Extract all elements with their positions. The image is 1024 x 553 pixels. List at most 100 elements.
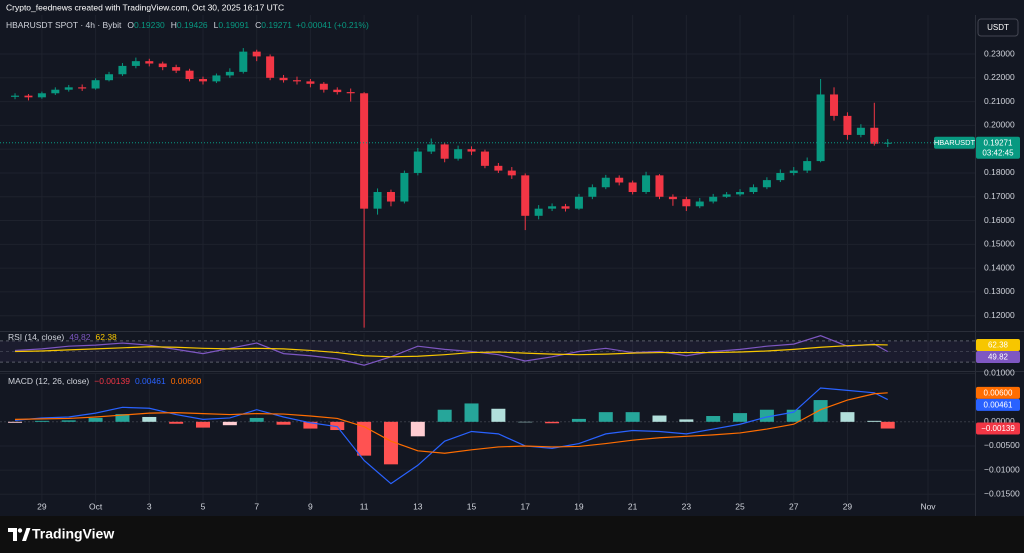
candle-body <box>427 144 436 152</box>
last-price: 0.19271 <box>984 138 1013 147</box>
histogram-bar <box>8 421 23 423</box>
candle-body <box>212 75 221 82</box>
candle-body <box>816 94 825 162</box>
last-value-label: 49.82 <box>988 353 1009 362</box>
candle-body <box>454 149 463 159</box>
last-value-label: 0.00461 <box>984 400 1013 409</box>
candle-body <box>749 187 758 193</box>
legend: MACD (12, 26, close) −0.00139 0.00461 0.006… <box>8 376 202 386</box>
last-price-symbol-box <box>934 136 975 149</box>
logo-dot <box>17 528 23 533</box>
candle-body <box>440 144 449 159</box>
x-tick-label: Nov <box>920 501 936 511</box>
candle-body <box>574 196 583 209</box>
candle-body <box>870 127 879 144</box>
last-value-label-box <box>976 422 1020 435</box>
histogram-bar <box>706 416 721 422</box>
candle-body <box>292 80 301 82</box>
candle-body <box>561 206 570 209</box>
histogram-bar <box>276 421 291 425</box>
candle-body <box>682 199 691 207</box>
x-tick-label: 13 <box>413 501 423 511</box>
candle-body <box>830 94 839 116</box>
candle-body <box>548 206 557 209</box>
candle-body <box>279 77 288 81</box>
panel-title: MACD (12, 26, close) <box>8 376 89 386</box>
y-tick-label: 0.22000 <box>984 72 1015 82</box>
candle-body <box>91 80 100 89</box>
candle-body <box>601 177 610 188</box>
x-tick-label: 25 <box>735 501 745 511</box>
x-tick-label: 5 <box>201 501 206 511</box>
y-tick-label: 0.20000 <box>984 120 1015 130</box>
candle-body <box>789 170 798 173</box>
histogram-bar <box>598 412 613 422</box>
candle-body <box>199 78 208 82</box>
candle-body <box>346 92 355 94</box>
last-value-label: −0.00139 <box>981 424 1015 433</box>
histogram-bar <box>410 421 425 437</box>
x-tick-label: 7 <box>254 501 259 511</box>
y-tick-label: 0.13000 <box>984 286 1015 296</box>
candle-body <box>628 182 637 193</box>
histogram-bar <box>357 421 372 456</box>
candle-body <box>145 61 154 64</box>
histogram-bar <box>383 421 398 465</box>
y-tick-label: 0.16000 <box>984 215 1015 225</box>
histogram-bar <box>518 421 533 423</box>
symbol: HBARUSDT SPOT · 4h · Bybit <box>6 20 122 30</box>
x-tick-label: 23 <box>682 501 692 511</box>
ohlc-value: 0.19271 <box>261 20 292 30</box>
change: +0.00041 (+0.21%) <box>296 20 369 30</box>
last-price-box <box>976 136 1020 159</box>
brand: TradingView <box>32 526 114 542</box>
credit: Crypto_feednews created with TradingView… <box>6 2 284 12</box>
candle-body <box>803 161 812 171</box>
histogram-bar <box>303 421 318 429</box>
candle-body <box>588 187 597 197</box>
series-line <box>14 387 888 485</box>
histogram-bar <box>571 418 586 422</box>
candle-body <box>185 70 194 79</box>
ohlc-key: L <box>214 20 219 30</box>
currency-box[interactable] <box>977 18 1019 37</box>
last-value-label-box <box>976 398 1020 411</box>
countdown: 03:42:45 <box>982 148 1014 157</box>
histogram-bar <box>867 420 882 422</box>
histogram-bar <box>88 417 103 422</box>
histogram-bar <box>813 400 828 422</box>
x-tick-label: 19 <box>574 501 584 511</box>
candle-body <box>883 142 892 144</box>
x-tick-label: 15 <box>467 501 477 511</box>
candle-body <box>776 172 785 181</box>
histogram-bar <box>249 417 264 422</box>
ohlc-value: 0.19230 <box>134 20 165 30</box>
candle-body <box>51 89 60 94</box>
candle-body <box>131 61 140 66</box>
candle-body <box>37 93 46 98</box>
candle-body <box>736 192 745 195</box>
x-tick-label: 27 <box>789 501 799 511</box>
histogram-bar <box>330 421 345 431</box>
logo-mark <box>22 528 31 541</box>
legend-value: 49.82 <box>69 332 91 342</box>
ohlc-key: C <box>255 20 261 30</box>
histogram-bar <box>196 421 211 428</box>
logo-mark <box>8 528 17 541</box>
histogram-bar <box>545 421 560 424</box>
x-tick-label: Oct <box>89 501 103 511</box>
logo <box>8 528 31 541</box>
candle-body <box>360 93 369 209</box>
x-tick-label: 3 <box>147 501 152 511</box>
last-value-label: 0.00600 <box>984 388 1013 397</box>
currency[interactable]: USDT <box>987 23 1009 32</box>
candle-body <box>306 81 315 84</box>
series-line <box>15 392 888 454</box>
candle-body <box>225 71 234 76</box>
candle-body <box>695 201 704 207</box>
histogram-bar <box>880 421 895 429</box>
histogram-bar <box>652 415 667 422</box>
legend-value: 0.00600 <box>171 376 202 386</box>
legend-value: −0.00139 <box>94 376 130 386</box>
